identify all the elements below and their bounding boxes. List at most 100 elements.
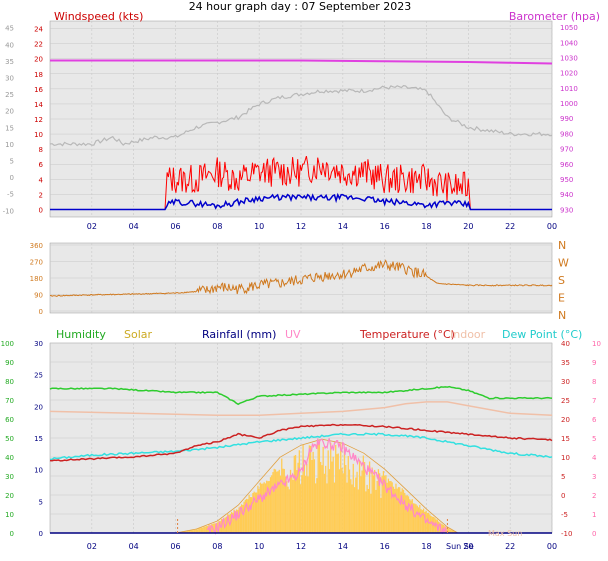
- panel1-axis-ticks: 02 04 06 08 10 12 14 16 18 20 22 002422201816141210…: [3, 24, 578, 231]
- temperature-line: [49, 423, 553, 462]
- barometer-title: Barometer (hpa): [509, 10, 600, 23]
- windspeed-tick-label: 6: [39, 161, 44, 169]
- temperature-tick-label: 30: [561, 378, 570, 386]
- humidity-tick-label: 60: [5, 416, 14, 424]
- uv-tick-label: 9: [592, 359, 596, 367]
- barometer-tick-label: 1030: [560, 54, 578, 62]
- windspeed-tick-label: 4: [39, 176, 44, 184]
- compass-tick-label: W: [558, 257, 569, 270]
- barometer-tick-label: 1010: [560, 85, 578, 93]
- windspeed-tick-label: 8: [39, 146, 43, 154]
- gray-tick-label: -10: [3, 207, 14, 215]
- rainfall-tick-label: 25: [34, 372, 43, 380]
- gray-tick-label: 10: [5, 141, 14, 149]
- wind-direction-line: [49, 259, 553, 297]
- gray-tick-label: 20: [5, 108, 14, 116]
- compass-tick-label: N: [558, 309, 566, 322]
- temperature-tick-label: 5: [561, 473, 565, 481]
- windspeed-tick-label: 22: [34, 41, 43, 49]
- direction-tick-label: 90: [34, 292, 43, 300]
- gray-tick-label: 15: [5, 124, 14, 132]
- uv-tick-label: 0: [592, 530, 596, 538]
- indoor-line: [49, 401, 553, 416]
- panel-wind-barometer: Windspeed (kts) Barometer (hpa) 02 04 06 08…: [3, 10, 600, 231]
- x-tick-label: 18: [421, 542, 431, 551]
- humidity-tick-label: 10: [5, 511, 14, 519]
- x-tick-label: 12: [296, 542, 306, 551]
- windspeed-gust-line: [50, 155, 552, 210]
- x-tick-label: 02: [87, 542, 97, 551]
- direction-tick-label: 180: [30, 275, 43, 283]
- uv-tick-label: 8: [592, 378, 596, 386]
- gray-tick-label: 30: [5, 74, 14, 82]
- temperature-tick-label: 40: [561, 340, 570, 348]
- barometer-tick-label: 930: [560, 206, 573, 214]
- humidity-tick-label: 70: [5, 397, 14, 405]
- x-tick-label: 00: [547, 542, 557, 551]
- uv-tick-label: 6: [592, 416, 597, 424]
- rainfall-tick-label: 10: [34, 467, 43, 475]
- windspeed-title: Windspeed (kts): [54, 10, 143, 23]
- x-tick-label: 02: [87, 222, 97, 231]
- rainfall-tick-label: 0: [39, 530, 43, 538]
- x-tick-label: 12: [296, 222, 306, 231]
- graph-title: 24 hour graph day : 07 September 2023: [189, 0, 412, 13]
- rainfall-tick-label: 5: [39, 498, 43, 506]
- x-tick-label: 16: [380, 222, 390, 231]
- panel-humidity-temperature: Humidity Solar Rainfall (mm) UV Temperat…: [1, 328, 601, 551]
- uv-tick-label: 1: [592, 511, 596, 519]
- x-tick-label: 04: [129, 542, 139, 551]
- temperature-tick-label: 0: [561, 492, 565, 500]
- legend-uv: UV: [285, 328, 301, 341]
- compass-tick-label: N: [558, 239, 566, 252]
- temperature-tick-label: 20: [561, 416, 570, 424]
- temperature-tick-label: -10: [561, 530, 572, 538]
- windspeed-tick-label: 16: [34, 86, 43, 94]
- gray-tick-label: 35: [5, 58, 14, 66]
- direction-tick-label: 270: [30, 259, 43, 267]
- x-tick-label: 08: [212, 222, 222, 231]
- uv-tick-label: 10: [592, 340, 601, 348]
- panel1-series: [49, 59, 553, 211]
- uv-tick-label: 5: [592, 435, 596, 443]
- direction-tick-label: 0: [39, 308, 43, 316]
- windspeed-tick-label: 2: [39, 191, 43, 199]
- windspeed-tick-label: 10: [34, 131, 43, 139]
- humidity-tick-label: 40: [5, 454, 14, 462]
- x-tick-label: 06: [170, 222, 180, 231]
- windspeed-tick-label: 0: [39, 206, 43, 214]
- panel3-series: [49, 385, 553, 535]
- x-tick-label: 08: [212, 542, 222, 551]
- gray-series-line: [49, 84, 553, 147]
- rainfall-tick-label: 15: [34, 435, 43, 443]
- panel3-axis-ticks: 02 04 06 08 10 12 14 16 18 20 22 004035302520151050…: [1, 340, 601, 551]
- rainfall-tick-label: 20: [34, 403, 43, 411]
- barometer-line: [50, 59, 553, 65]
- temperature-tick-label: 35: [561, 359, 570, 367]
- dew-point-line: [50, 432, 553, 461]
- humidity-tick-label: 20: [5, 492, 14, 500]
- uv-tick-label: 2: [592, 492, 596, 500]
- barometer-tick-label: 1050: [560, 24, 578, 32]
- gray-tick-label: 40: [5, 41, 14, 49]
- barometer-tick-label: 970: [560, 146, 573, 154]
- gray-tick-label: 5: [10, 158, 14, 166]
- gray-tick-label: -5: [7, 191, 14, 199]
- barometer-tick-label: 940: [560, 191, 573, 199]
- x-tick-label: 00: [547, 222, 557, 231]
- legend-rainfall: Rainfall (mm): [202, 328, 276, 341]
- x-tick-label: 16: [380, 542, 390, 551]
- x-tick-label: 10: [254, 542, 264, 551]
- x-tick-label: 18: [421, 222, 431, 231]
- x-tick-label: 22: [505, 542, 515, 551]
- windspeed-average-line: [50, 192, 552, 211]
- barometer-tick-label: 1020: [560, 70, 578, 78]
- legend-dewpoint: Dew Point (°C): [502, 328, 582, 341]
- temperature-tick-label: 10: [561, 454, 570, 462]
- compass-tick-label: E: [558, 292, 565, 305]
- legend-solar: Solar: [124, 328, 153, 341]
- windspeed-tick-label: 24: [34, 26, 43, 34]
